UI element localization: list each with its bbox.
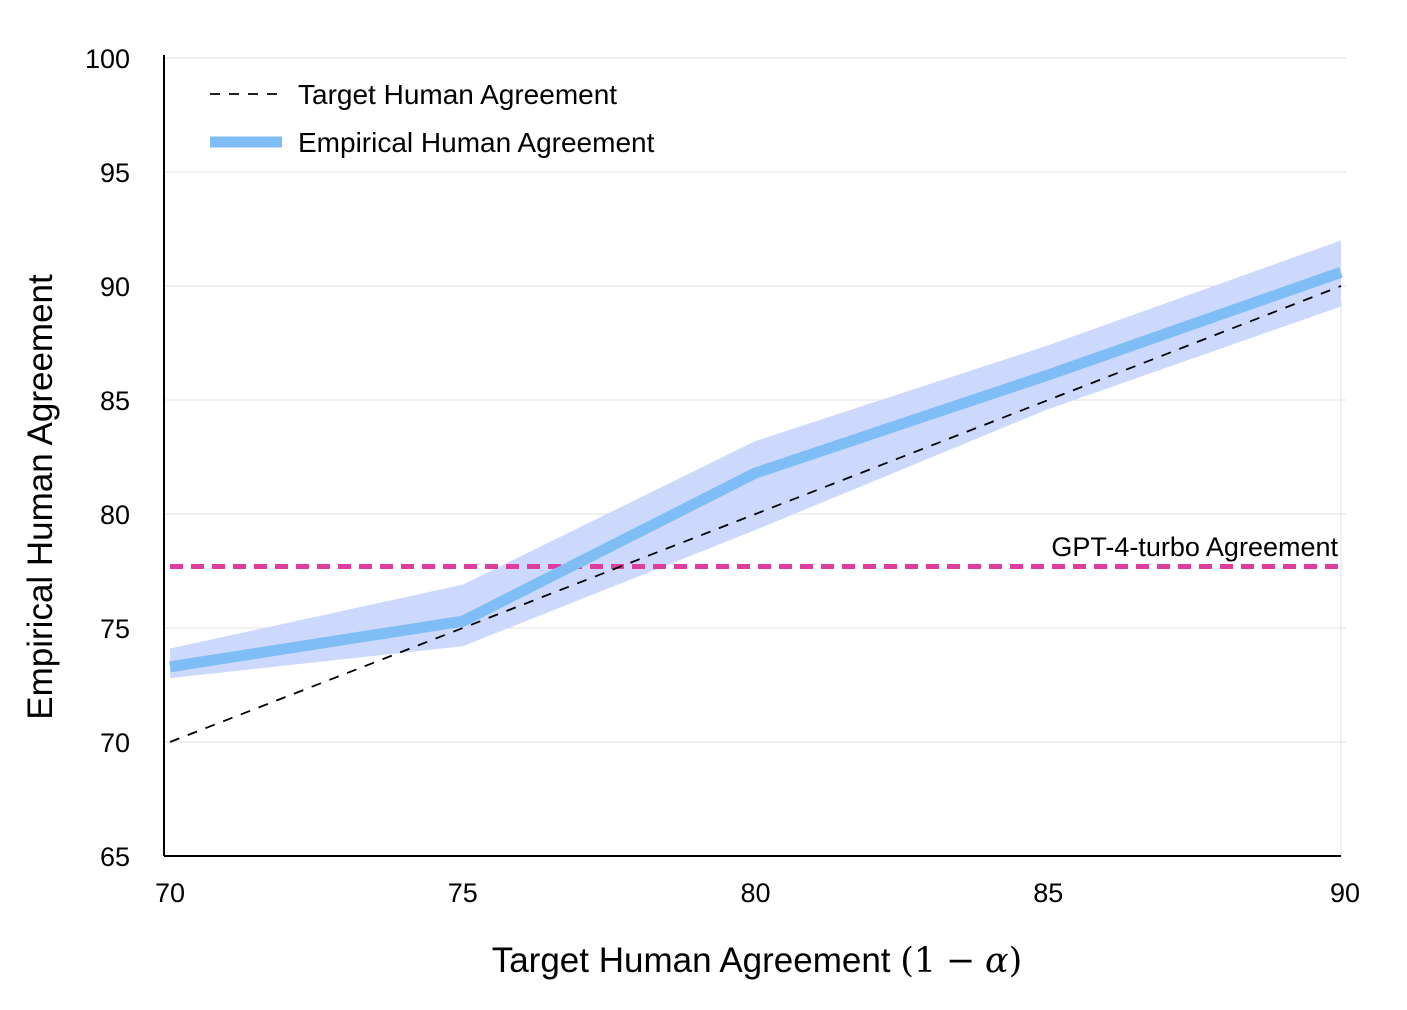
y-tick-label-95: 95 bbox=[100, 158, 130, 188]
x-axis-title-text: Target Human Agreement bbox=[492, 941, 891, 980]
y-tick-label-100: 100 bbox=[85, 44, 130, 74]
x-tick-label-70: 70 bbox=[155, 878, 185, 908]
empirical-line bbox=[169, 267, 1343, 673]
axes bbox=[163, 55, 1341, 857]
x-tick-label-80: 80 bbox=[740, 878, 770, 908]
x-tick-label-75: 75 bbox=[448, 878, 478, 908]
x-axis-title-math-minus: − bbox=[946, 941, 975, 981]
y-tick-label-90: 90 bbox=[100, 272, 130, 302]
legend-label-target: Target Human Agreement bbox=[298, 79, 617, 110]
target-line bbox=[169, 285, 1342, 743]
y-tick-label-65: 65 bbox=[100, 842, 130, 872]
empirical-confidence-band bbox=[170, 240, 1341, 679]
y-tick-label-85: 85 bbox=[100, 386, 130, 416]
x-tick-label-85: 85 bbox=[1033, 878, 1063, 908]
y-tick-label-80: 80 bbox=[100, 500, 130, 530]
series-lines-layer bbox=[169, 267, 1346, 743]
legend: Target Human Agreement Empirical Human A… bbox=[210, 79, 655, 158]
y-tick-label-70: 70 bbox=[100, 728, 130, 758]
legend-label-empirical: Empirical Human Agreement bbox=[298, 127, 655, 158]
x-axis-title: Target Human Agreement (1 − α) bbox=[492, 941, 1023, 981]
x-axis-title-math-close: ) bbox=[1009, 941, 1023, 981]
x-axis-title-math-open: ( bbox=[900, 941, 914, 981]
x-axis-title-math-alpha: α bbox=[985, 941, 1009, 981]
y-axis-title: Empirical Human Agreement bbox=[21, 274, 60, 720]
x-axis-title-math-one: 1 bbox=[914, 941, 936, 981]
tick-labels: 65 70 75 80 85 90 95 100 70 75 80 85 90 bbox=[85, 44, 1360, 908]
y-tick-label-75: 75 bbox=[100, 614, 130, 644]
confidence-band-layer bbox=[170, 240, 1341, 679]
x-tick-label-90: 90 bbox=[1330, 878, 1360, 908]
gpt4-turbo-annotation: GPT-4-turbo Agreement bbox=[1051, 532, 1338, 562]
